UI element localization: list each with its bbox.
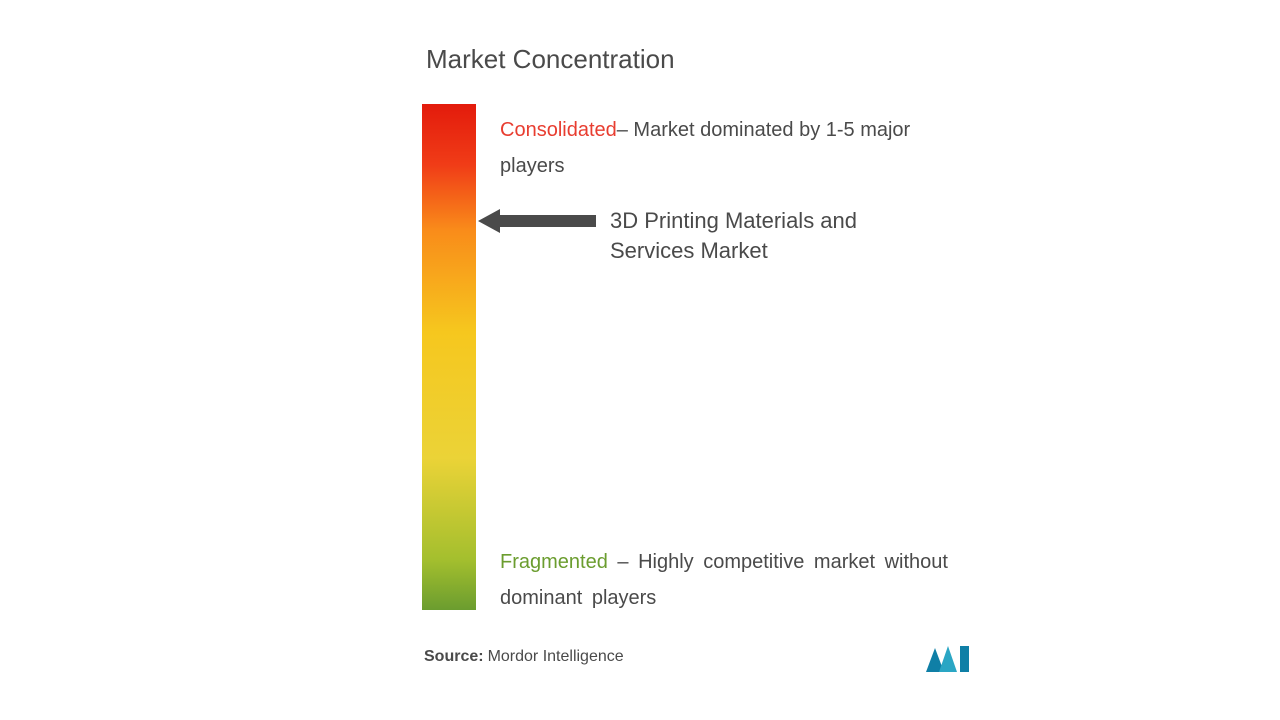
- source-attribution: Source:Mordor Intelligence: [424, 648, 624, 666]
- consolidated-keyword: Consolidated: [500, 119, 617, 141]
- chart-title: Market Concentration: [426, 44, 675, 75]
- concentration-gradient-bar: [422, 104, 476, 610]
- market-name-label: 3D Printing Materials and Services Marke…: [610, 206, 910, 266]
- mordor-logo-icon: [926, 644, 976, 674]
- fragmented-label: Fragmented – Highly competitive market w…: [500, 544, 970, 616]
- fragmented-keyword: Fragmented: [500, 551, 608, 573]
- consolidated-label: Consolidated– Market dominated by 1-5 ma…: [500, 112, 940, 184]
- source-label: Source:: [424, 648, 484, 665]
- infographic-canvas: Market Concentration Consolidated– Marke…: [0, 0, 1280, 720]
- pointer-arrow-icon: [478, 206, 598, 236]
- source-value: Mordor Intelligence: [488, 648, 624, 665]
